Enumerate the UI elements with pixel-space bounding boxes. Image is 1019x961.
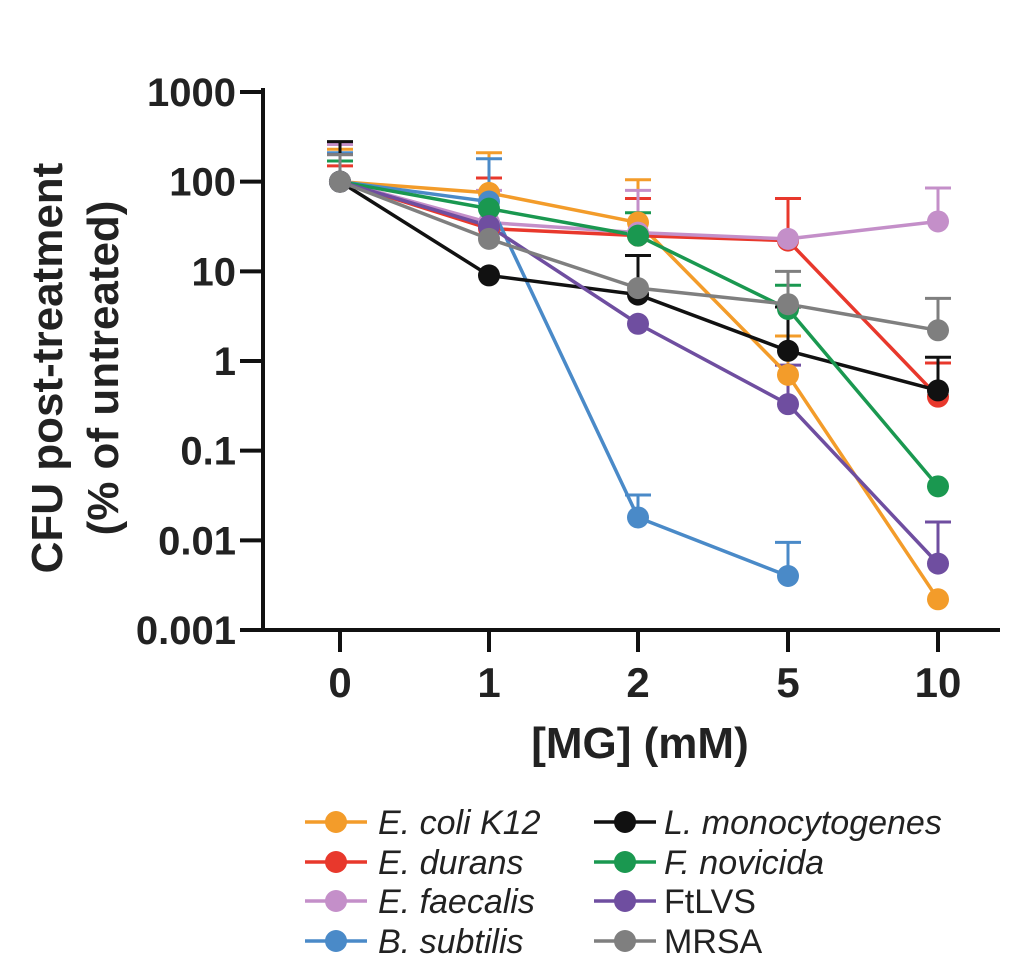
legend-item: E. faecalis bbox=[305, 883, 535, 921]
y-axis-title-line2: (% of untreated) bbox=[79, 201, 128, 536]
series-line-b-subtilis bbox=[339, 179, 789, 578]
data-point-l-monocytogenes bbox=[478, 264, 500, 287]
legend-item: E. coli K12 bbox=[305, 804, 541, 842]
legend-label: F. novicida bbox=[664, 844, 824, 882]
x-ticks: 0 1 2 5 10 bbox=[328, 630, 961, 706]
data-point-e-coli-k12 bbox=[777, 363, 799, 386]
legend-item: F. novicida bbox=[594, 844, 824, 882]
y-axis-title-line1: CFU post-treatment bbox=[23, 162, 72, 573]
legend-item: E. durans bbox=[305, 844, 524, 882]
data-point-e-coli-k12 bbox=[927, 588, 949, 611]
legend-label: E. durans bbox=[378, 844, 524, 882]
legend-item: L. monocytogenes bbox=[594, 804, 942, 842]
y-tick-label: 0.01 bbox=[158, 519, 236, 563]
data-point-e-faecalis bbox=[777, 227, 799, 250]
legend-label: MRSA bbox=[664, 923, 763, 961]
data-point-b-subtilis bbox=[627, 506, 649, 529]
legend-swatch-marker bbox=[614, 890, 636, 912]
data-point-f-novicida bbox=[627, 224, 649, 247]
data-point-ftlvs bbox=[927, 552, 949, 575]
x-tick-label: 2 bbox=[626, 659, 649, 706]
x-tick-label: 1 bbox=[477, 659, 500, 706]
legend-label: E. coli K12 bbox=[378, 804, 541, 842]
x-tick-label: 10 bbox=[915, 659, 962, 706]
data-point-f-novicida bbox=[927, 475, 949, 498]
legend-label: E. faecalis bbox=[378, 883, 535, 921]
x-tick-label: 0 bbox=[328, 659, 351, 706]
y-tick-label: 0.1 bbox=[180, 430, 236, 474]
legend-item: MRSA bbox=[594, 923, 763, 961]
data-point-mrsa bbox=[627, 277, 649, 300]
data-point-b-subtilis bbox=[777, 565, 799, 588]
data-point-f-novicida bbox=[478, 197, 500, 220]
legend-item: B. subtilis bbox=[305, 923, 524, 961]
legend-label: L. monocytogenes bbox=[664, 804, 942, 842]
y-ticks: 1000 100 10 1 0.1 0.01 0.001 bbox=[136, 71, 263, 653]
legend-swatch-marker bbox=[614, 851, 636, 873]
legend-swatch-marker bbox=[325, 851, 347, 873]
legend-label: FtLVS bbox=[664, 883, 756, 921]
x-tick-label: 5 bbox=[776, 659, 799, 706]
axes bbox=[261, 88, 1000, 632]
data-point-mrsa bbox=[329, 170, 351, 193]
data-point-l-monocytogenes bbox=[927, 379, 949, 402]
series-points bbox=[329, 170, 949, 611]
data-point-mrsa bbox=[927, 319, 949, 342]
data-point-ftlvs bbox=[627, 312, 649, 335]
legend-swatch-marker bbox=[325, 811, 347, 833]
data-point-ftlvs bbox=[777, 393, 799, 416]
legend-swatch-marker bbox=[614, 811, 636, 833]
legend-label: B. subtilis bbox=[378, 923, 524, 961]
legend-swatch-marker bbox=[325, 890, 347, 912]
data-point-mrsa bbox=[777, 293, 799, 316]
y-tick-label: 10 bbox=[192, 250, 237, 294]
series-layer bbox=[327, 140, 951, 611]
data-point-l-monocytogenes bbox=[777, 339, 799, 362]
y-tick-label: 1 bbox=[214, 340, 236, 384]
x-axis-title: [MG] (mM) bbox=[531, 719, 749, 768]
legend-swatch-marker bbox=[325, 930, 347, 952]
y-tick-label: 100 bbox=[169, 161, 236, 205]
y-tick-label: 0.001 bbox=[136, 609, 236, 653]
legend-item: FtLVS bbox=[594, 883, 756, 921]
data-point-e-faecalis bbox=[927, 210, 949, 233]
legend-swatch-marker bbox=[614, 930, 636, 952]
data-point-mrsa bbox=[478, 227, 500, 250]
y-tick-label: 1000 bbox=[147, 71, 236, 115]
